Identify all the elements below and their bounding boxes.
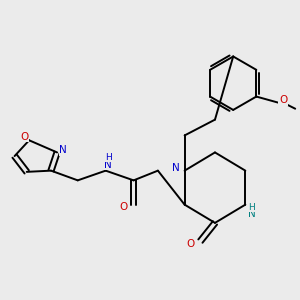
Text: O: O bbox=[187, 238, 195, 248]
Text: O: O bbox=[120, 202, 128, 212]
Text: H: H bbox=[105, 153, 112, 162]
Text: H: H bbox=[248, 202, 255, 211]
Text: N: N bbox=[172, 163, 180, 173]
Text: N: N bbox=[248, 209, 255, 219]
Text: N: N bbox=[59, 145, 67, 155]
Text: O: O bbox=[279, 95, 287, 105]
Text: O: O bbox=[20, 132, 28, 142]
Text: N: N bbox=[104, 160, 112, 170]
